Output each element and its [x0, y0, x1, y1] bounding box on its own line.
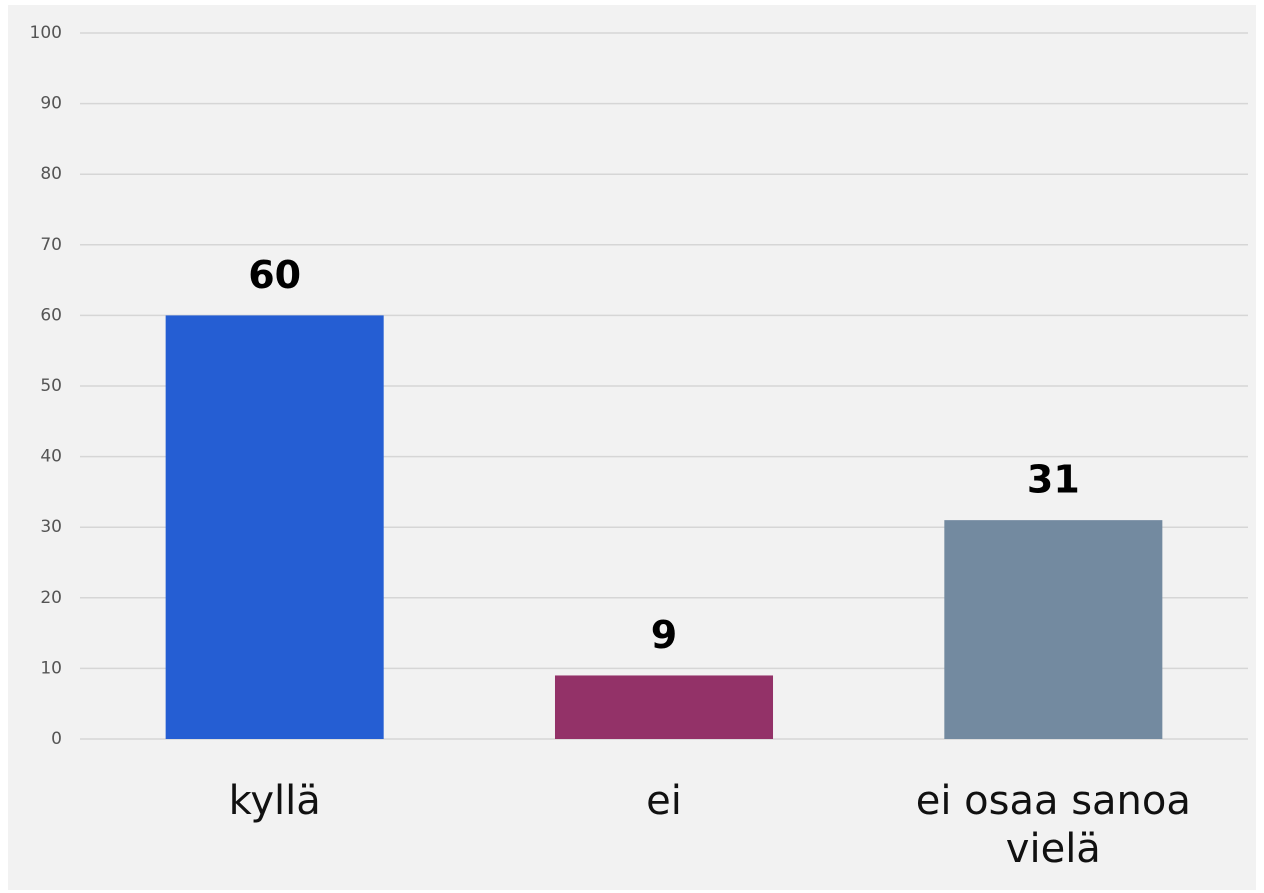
- data-label: 60: [248, 253, 301, 297]
- data-label: 31: [1027, 458, 1080, 502]
- y-tick-label: 50: [40, 376, 62, 396]
- y-tick-label: 100: [30, 23, 62, 43]
- y-tick-label: 90: [40, 94, 62, 114]
- bar: [554, 675, 774, 739]
- x-tick-label: ei osaa sanoa vielä: [915, 778, 1191, 872]
- y-tick-label: 60: [40, 305, 62, 325]
- y-tick-label: 30: [40, 517, 62, 537]
- x-tick-label: ei: [646, 778, 682, 824]
- y-tick-label: 80: [40, 164, 62, 184]
- y-tick-label: 70: [40, 235, 62, 255]
- y-tick-label: 40: [40, 447, 62, 467]
- y-tick-label: 10: [40, 658, 62, 678]
- x-tick-label: kyllä: [228, 778, 321, 824]
- bar: [165, 315, 384, 739]
- bar: [944, 520, 1163, 739]
- data-label: 9: [651, 613, 677, 657]
- y-tick-label: 0: [51, 729, 62, 749]
- y-tick-label: 20: [40, 588, 62, 608]
